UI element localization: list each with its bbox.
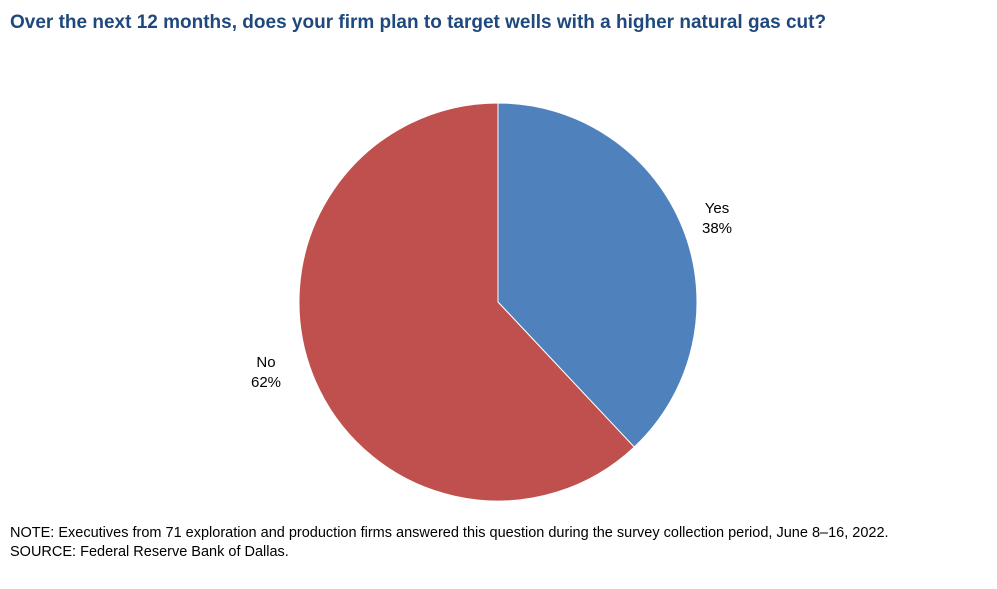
slice-label-no-value: 62% <box>251 374 281 391</box>
slice-label-yes-value: 38% <box>702 220 732 237</box>
slice-label-no-name: No <box>256 354 275 371</box>
pie-slice-no <box>298 102 635 502</box>
slice-label-yes-name: Yes <box>705 200 729 217</box>
pie-slice-yes <box>497 102 698 448</box>
note-text: NOTE: Executives from 71 exploration and… <box>10 525 889 541</box>
slice-label-yes: Yes 38% <box>702 200 732 237</box>
slice-label-no: No 62% <box>251 354 281 391</box>
source-text: SOURCE: Federal Reserve Bank of Dallas. <box>10 544 289 560</box>
footnote: NOTE: Executives from 71 exploration and… <box>10 524 962 562</box>
pie-slices <box>298 102 698 502</box>
chart-title: Over the next 12 months, does your firm … <box>10 12 827 33</box>
